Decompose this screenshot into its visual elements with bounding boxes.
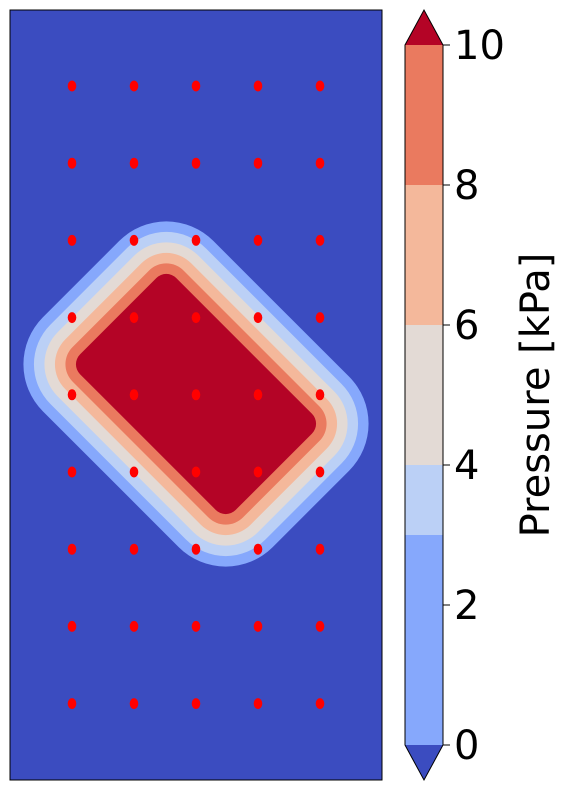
colorbar-ticks: 0 2 4 6 8 10: [443, 23, 505, 769]
sample-point: [253, 698, 263, 710]
sample-point: [191, 466, 201, 478]
sample-point: [315, 80, 325, 92]
sample-point: [129, 312, 139, 324]
sample-point: [129, 389, 139, 401]
sample-point: [67, 389, 77, 401]
sample-point: [129, 543, 139, 555]
sample-point: [253, 620, 263, 632]
colorbar-extend-min-triangle: [405, 745, 443, 780]
sample-point: [191, 80, 201, 92]
colorbar-tick-label: 8: [454, 163, 479, 209]
sample-point: [191, 620, 201, 632]
sample-point: [129, 698, 139, 710]
sample-point: [67, 543, 77, 555]
sample-point: [253, 80, 263, 92]
sample-points: [67, 80, 325, 710]
colorbar-tick-label: 4: [454, 443, 479, 489]
sample-point: [191, 389, 201, 401]
sample-point: [67, 80, 77, 92]
sample-point: [315, 698, 325, 710]
colorbar-tick-label: 10: [454, 23, 505, 69]
sample-point: [191, 157, 201, 169]
sample-point: [315, 157, 325, 169]
sample-point: [253, 312, 263, 324]
sample-point: [67, 234, 77, 246]
sample-point: [191, 698, 201, 710]
sample-point: [67, 157, 77, 169]
sample-point: [315, 543, 325, 555]
plot-frame: [9, 9, 383, 781]
colorbar-band-6-8: [405, 185, 443, 325]
sample-point: [253, 543, 263, 555]
colorbar-extend-max-triangle: [405, 10, 443, 45]
colorbar-band-3-4: [405, 465, 443, 535]
sample-point: [129, 466, 139, 478]
colorbar-bands: [405, 45, 443, 745]
sample-point: [315, 466, 325, 478]
sample-point: [315, 620, 325, 632]
sample-point: [253, 157, 263, 169]
colorbar: 0 2 4 6 8 10 Pressure [kPa]: [404, 8, 559, 782]
sample-point: [315, 312, 325, 324]
colorbar-tick-label: 0: [454, 723, 479, 769]
contour-plot-area: [9, 9, 383, 781]
colorbar-tick-label: 2: [454, 583, 479, 629]
sample-point: [315, 389, 325, 401]
sample-point: [67, 620, 77, 632]
colorbar-tick-label: 6: [454, 303, 479, 349]
sample-point: [67, 312, 77, 324]
sample-point: [67, 698, 77, 710]
sample-point: [67, 466, 77, 478]
sample-point: [315, 234, 325, 246]
sample-point: [129, 620, 139, 632]
sample-point: [253, 234, 263, 246]
sample-point: [253, 389, 263, 401]
sample-point: [253, 466, 263, 478]
sample-point: [129, 234, 139, 246]
colorbar-band-0-3: [405, 535, 443, 745]
sample-point: [191, 543, 201, 555]
sample-point: [129, 157, 139, 169]
sample-point: [191, 312, 201, 324]
colorbar-band-8-10: [405, 45, 443, 185]
sample-point: [129, 80, 139, 92]
sample-point: [191, 234, 201, 246]
colorbar-label: Pressure [kPa]: [513, 253, 559, 538]
colorbar-band-4-6: [405, 325, 443, 465]
